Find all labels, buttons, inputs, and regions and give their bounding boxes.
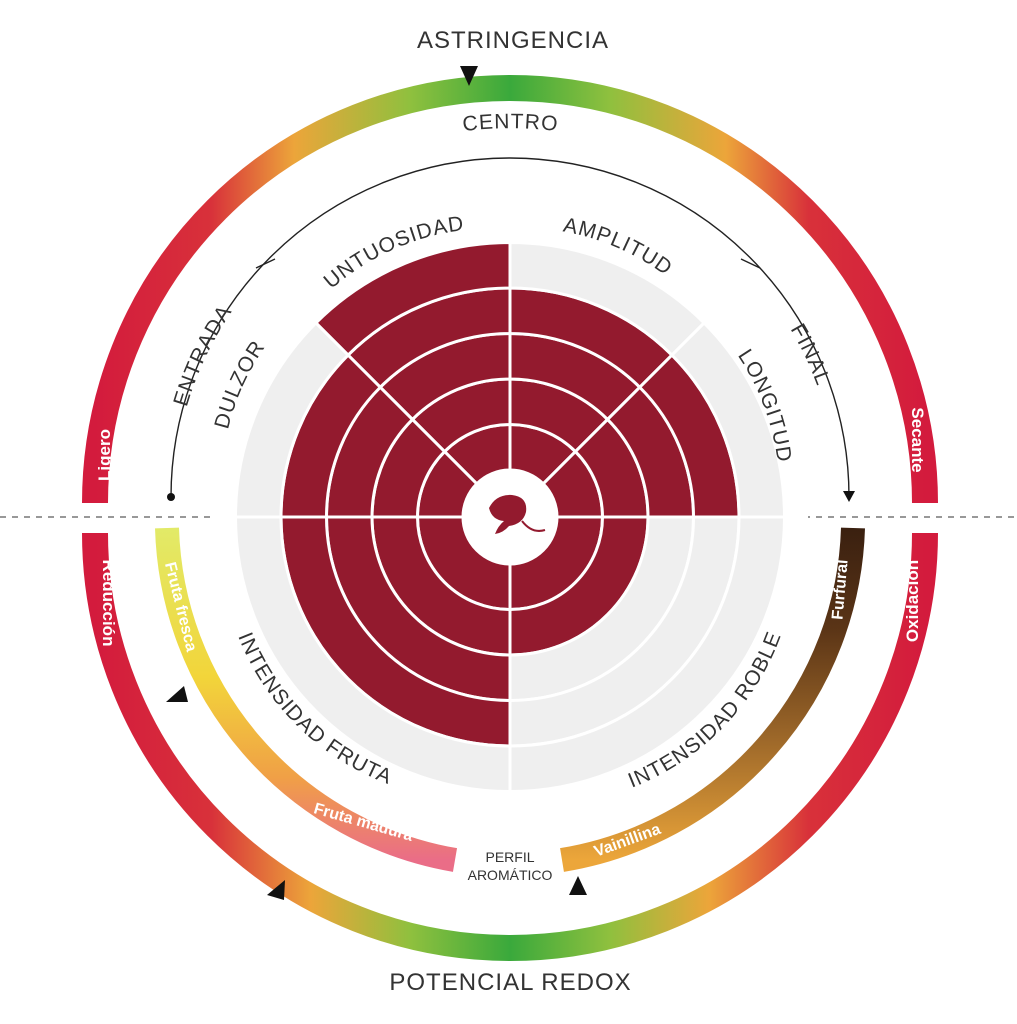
logo-tail-icon [521, 520, 546, 532]
phase-start-dot [167, 493, 175, 501]
phase-tick-right [740, 258, 761, 269]
roble-marker [569, 876, 587, 895]
astringencia-left-label: Ligero [95, 429, 114, 481]
phase-arc [170, 157, 850, 498]
fruta-band [155, 527, 458, 872]
phase-final: FINAL [786, 320, 835, 389]
segment-dulzor-level-5 [233, 320, 351, 519]
outer-rings [82, 75, 938, 961]
perfil-title-line1: PERFIL [485, 849, 534, 865]
astringencia-title: ASTRINGENCIA [417, 27, 609, 54]
roble-end-label: Furfural [829, 559, 851, 621]
redox-right-label: Oxidación [903, 560, 922, 642]
astringencia-right-label: Secante [908, 407, 927, 472]
astringencia-marker [460, 66, 478, 86]
markers [166, 66, 587, 900]
phase-centro: CENTRO [461, 110, 559, 136]
radial-chart [233, 240, 787, 794]
phase-tick-left [255, 258, 276, 269]
redox-marker [267, 880, 285, 900]
fruta-marker [166, 686, 188, 702]
redox-title: POTENCIAL REDOX [389, 969, 631, 996]
redox-ring [82, 532, 938, 961]
roble-band [560, 527, 865, 872]
redox-left-label: Reducción [99, 560, 118, 647]
logo-icon [489, 494, 527, 534]
phase-end-arrow [843, 491, 855, 502]
astringencia-ring [82, 75, 938, 504]
perfil-title-line2: AROMÁTICO [468, 867, 553, 883]
